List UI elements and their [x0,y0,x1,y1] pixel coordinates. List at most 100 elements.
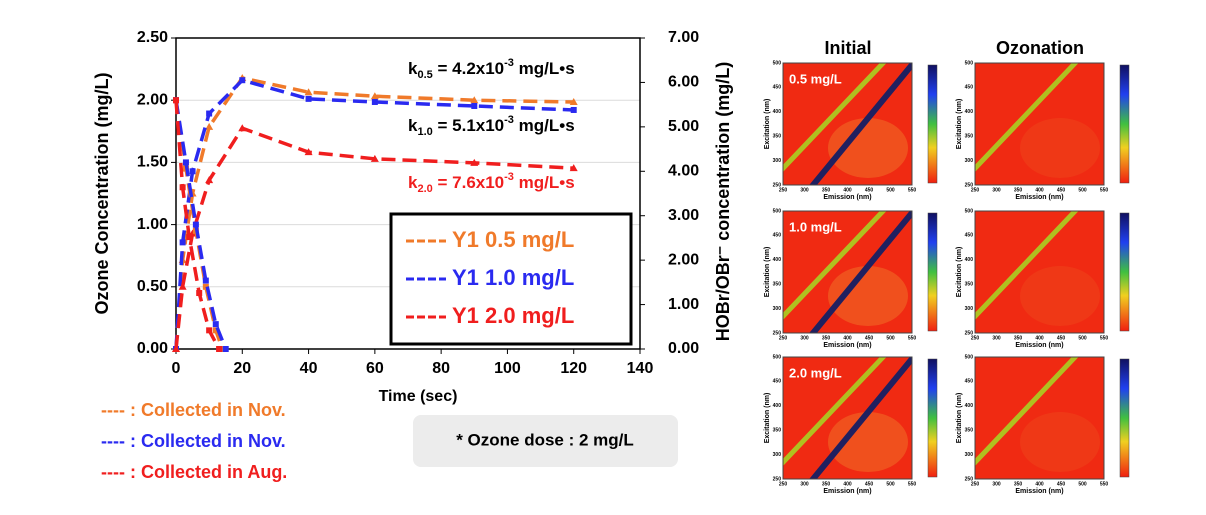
eem-y-tick: 400 [773,109,782,115]
y2-tick-label: 7.00 [668,29,699,46]
y2-tick-label: 4.00 [668,163,699,180]
eem-x-tick: 300 [800,187,809,193]
marker [182,159,189,166]
marker [206,110,213,117]
marker [305,95,312,102]
eem-x-tick: 400 [1035,187,1044,193]
eem-x-tick: 500 [1078,187,1087,193]
eem-map [783,211,912,333]
eem-y-tick: 300 [965,452,974,458]
colorbar [927,64,938,184]
x-tick-label: 140 [627,360,654,377]
eem-x-tick: 350 [822,187,831,193]
eem-x-tick: 400 [1035,335,1044,341]
eem-y-tick: 500 [773,60,782,66]
eem-y-title: Excitation (nm) [764,393,771,444]
eem-y-tick: 450 [965,233,974,239]
y2-tick-label: 2.00 [668,251,699,268]
column-header: Initial [824,38,871,58]
eem-x-title: Emission (nm) [823,194,871,201]
eem-frame [782,62,913,186]
marker [304,148,313,156]
marker [370,154,379,162]
eem-x-tick: 350 [1014,187,1023,193]
annotation-part: mg/L•s [514,173,575,192]
rate-annotation: k0.5 = 4.2x10-3 mg/L•s [408,57,575,81]
eem-x-tick: 550 [1100,481,1109,487]
eem-y-tick: 500 [773,208,782,214]
eem-x-tick: 550 [908,335,917,341]
eem-contour [828,266,908,326]
row-label: 0.5 mg/L [789,71,842,86]
y2-tick-label: 0.00 [668,340,699,357]
eem-background [975,63,1104,185]
row-label: 2.0 mg/L [789,365,842,380]
eem-map [783,357,912,479]
eem-y-tick: 500 [773,354,782,360]
eem-y-tick: 500 [965,208,974,214]
y2-axis-title: HOBr/OBr⁻ concentration (mg/L) [713,62,733,342]
dose-note: * Ozone dose : 2 mg/L [456,430,634,449]
eem-y-tick: 350 [773,134,782,140]
note-box [413,415,678,467]
marker [216,346,223,352]
eem-y-tick: 400 [965,257,974,263]
eem-panel: 250 300 350 400 450 500 550 250 300 350 400 450 500 E… [764,60,938,201]
eem-x-tick: 250 [971,335,980,341]
marker [186,234,193,241]
eem-contour [828,412,908,472]
marker [371,98,378,105]
eem-panel: 250 300 350 400 450 500 550 250 300 350 400 450 500 E… [764,354,938,495]
scatter-band [975,63,1079,173]
eem-y-tick: 450 [773,233,782,239]
eem-x-tick: 450 [865,335,874,341]
annotation-part: -3 [504,114,514,126]
marker [189,168,196,175]
x-tick-label: 60 [366,360,384,377]
x-tick-label: 80 [432,360,450,377]
eem-y-tick: 350 [965,428,974,434]
eem-panel: 250 300 350 400 450 500 550 250 300 350 400 450 500 E… [764,208,938,349]
eem-y-tick: 350 [773,282,782,288]
eem-map [783,63,912,185]
eem-y-tick: 300 [965,158,974,164]
eem-frame [974,62,1105,186]
annotation-part: mg/L•s [514,116,575,135]
marker [470,96,479,104]
eem-x-tick: 550 [1100,187,1109,193]
marker [205,176,214,184]
y-tick-label: 2.50 [137,29,168,46]
eem-x-tick: 300 [800,335,809,341]
annotation-part: = 7.6x10 [433,173,504,192]
eem-x-tick: 400 [1035,481,1044,487]
y-tick-label: 1.50 [137,154,168,171]
eem-x-tick: 350 [1014,481,1023,487]
eem-x-tick: 400 [843,481,852,487]
marker [470,158,479,166]
eem-x-tick: 400 [843,335,852,341]
colorbar [927,358,938,478]
note: ---- : Collected in Nov. [101,400,286,420]
eem-background [975,211,1104,333]
marker [202,277,209,284]
x-axis-title: Time (sec) [379,388,458,405]
marker [238,124,247,132]
eem-y-tick: 350 [773,428,782,434]
marker [178,282,187,290]
y-axis-title: Ozone Concentration (mg/L) [92,73,112,315]
eem-y-tick: 350 [965,134,974,140]
eem-x-tick: 250 [779,187,788,193]
eem-y-tick: 450 [773,85,782,91]
marker [304,88,313,96]
annotation-part: 1.0 [417,126,432,138]
eem-x-tick: 450 [1057,335,1066,341]
colorbar [927,212,938,332]
eem-x-tick: 450 [1057,187,1066,193]
eem-contour [828,118,908,178]
marker [219,346,226,352]
rate-annotation: k2.0 = 7.6x10-3 mg/L•s [408,171,575,195]
annotation-part: -3 [504,171,514,183]
annotation-part: mg/L•s [514,59,575,78]
eem-y-tick: 250 [965,476,974,482]
x-tick-label: 0 [172,360,181,377]
